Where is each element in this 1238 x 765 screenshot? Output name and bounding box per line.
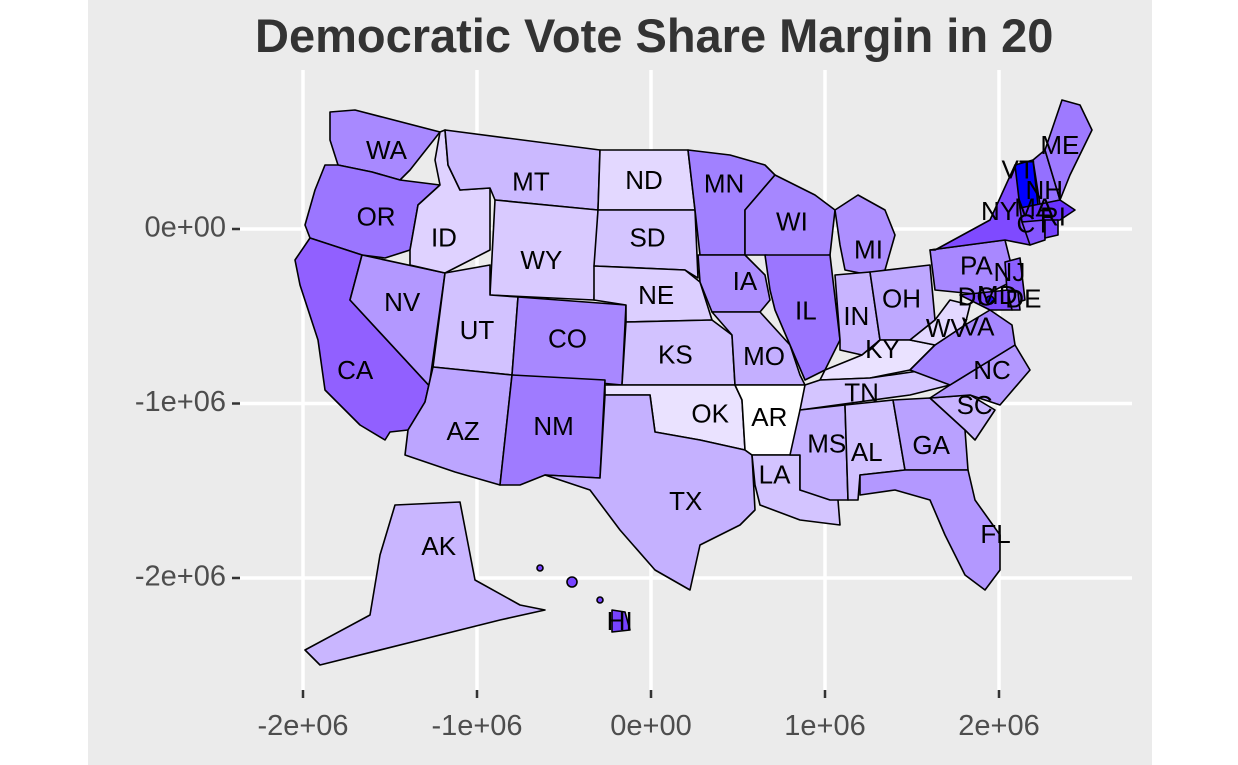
chart-title: Democratic Vote Share Margin in 20 (255, 9, 1053, 62)
x-tick-label: -2e+06 (257, 710, 348, 742)
state-label-ak: AK (421, 531, 456, 561)
state-label-de: DE (1005, 283, 1041, 313)
state-label-ms: MS (807, 428, 846, 458)
state-ri (1044, 219, 1059, 239)
state-label-oh: OH (882, 283, 921, 313)
state-hi-island (566, 576, 578, 588)
state-label-ne: NE (638, 280, 674, 310)
state-label-al: AL (851, 437, 883, 467)
state-label-pa: PA (960, 250, 993, 280)
state-polygons (294, 99, 1093, 666)
state-label-nv: NV (384, 287, 421, 317)
state-il (764, 254, 841, 381)
state-tx (544, 394, 756, 591)
state-sd (593, 209, 699, 279)
y-tick-label: -2e+06 (135, 561, 226, 593)
state-fl (859, 469, 1001, 591)
x-tick-label: -1e+06 (431, 710, 522, 742)
state-label-nd: ND (625, 165, 663, 195)
state-label-hi: HI (607, 606, 633, 636)
state-label-vt: VT (1002, 154, 1035, 184)
y-tick-label: -1e+06 (135, 386, 226, 418)
state-hi-island (596, 596, 604, 604)
state-label-mi: MI (854, 235, 883, 265)
state-ma (1019, 199, 1076, 223)
y-tick-label: 0e+00 (145, 212, 226, 244)
state-label-sc: SC (957, 390, 993, 420)
state-ct (1021, 219, 1046, 246)
x-tick-label: 0e+00 (610, 710, 691, 742)
state-label-ny: NY (981, 196, 1017, 226)
state-wv (909, 299, 971, 346)
state-dc (985, 295, 995, 305)
state-label-tx: TX (669, 486, 702, 516)
state-ak (304, 501, 546, 666)
state-label-nh: NH (1025, 175, 1063, 205)
state-de (1007, 291, 1021, 311)
state-label-ky: KY (865, 334, 900, 364)
state-label-sd: SD (629, 222, 665, 252)
state-label-me: ME (1040, 130, 1079, 160)
state-label-nc: NC (973, 355, 1011, 385)
state-mo (711, 311, 806, 386)
state-label-dc: DC (958, 282, 996, 312)
y-axis: 0e+00 -1e+06 -2e+06 (135, 212, 240, 593)
state-label-va: VA (962, 311, 995, 341)
x-axis: -2e+06 -1e+06 0e+00 1e+06 2e+06 (257, 690, 1040, 742)
state-label-mo: MO (743, 341, 785, 371)
state-label-ks: KS (658, 339, 693, 369)
state-hi (611, 609, 631, 633)
state-label-ri: RI (1040, 201, 1066, 231)
state-label-md: MD (977, 280, 1017, 310)
state-label-id: ID (431, 222, 457, 252)
state-label-wa: WA (366, 135, 408, 165)
state-label-ga: GA (912, 430, 950, 460)
state-label-wi: WI (776, 207, 808, 237)
state-label-fl: FL (980, 519, 1010, 549)
state-label-or: OR (357, 201, 396, 231)
state-label-la: LA (759, 460, 791, 490)
state-label-ok: OK (691, 399, 729, 429)
state-hi-island (536, 564, 544, 572)
state-label-ct: CT (1016, 208, 1051, 238)
state-label-wy: WY (520, 245, 562, 275)
state-label-ut: UT (460, 315, 495, 345)
state-label-wv: WV (926, 313, 969, 343)
state-label-ma: MA (1014, 193, 1054, 223)
state-label-nm: NM (533, 411, 573, 441)
state-label-tn: TN (844, 378, 879, 408)
state-label-co: CO (548, 324, 587, 354)
state-label-nj: NJ (994, 257, 1026, 287)
state-label-az: AZ (446, 416, 479, 446)
state-label-ar: AR (751, 402, 787, 432)
state-ia (697, 254, 771, 313)
state-label-mt: MT (512, 167, 550, 197)
state-label-ca: CA (337, 355, 374, 385)
x-tick-label: 2e+06 (958, 710, 1039, 742)
state-labels: WA OR CA NV ID MT WY UT AZ CO NM ND SD NE KS OK TX MN IA MO… (337, 130, 1079, 636)
state-label-in: IN (843, 301, 869, 331)
x-tick-label: 1e+06 (784, 710, 865, 742)
state-label-mn: MN (704, 168, 744, 198)
state-label-il: IL (795, 296, 817, 326)
state-label-ia: IA (733, 266, 758, 296)
